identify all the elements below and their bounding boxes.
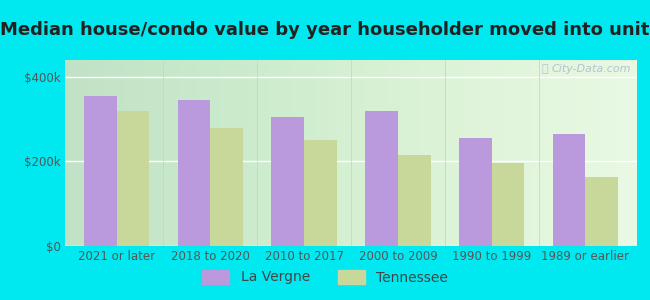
Bar (398, 155, 431, 246)
Bar (211, 128, 243, 246)
Text: Median house/condo value by year householder moved into unit: Median house/condo value by year househo… (0, 21, 650, 39)
Bar (365, 111, 398, 246)
Legend: La Vergne, Tennessee: La Vergne, Tennessee (196, 264, 454, 290)
Bar (459, 138, 491, 246)
Bar (271, 117, 304, 246)
Text: City-Data.com: City-Data.com (552, 64, 631, 74)
Bar (304, 140, 337, 246)
Bar (491, 163, 525, 246)
Text: ⓘ: ⓘ (541, 64, 549, 74)
Bar (177, 100, 211, 246)
Bar (552, 134, 586, 246)
Bar (116, 111, 150, 246)
Bar (84, 96, 116, 246)
Bar (586, 177, 618, 246)
